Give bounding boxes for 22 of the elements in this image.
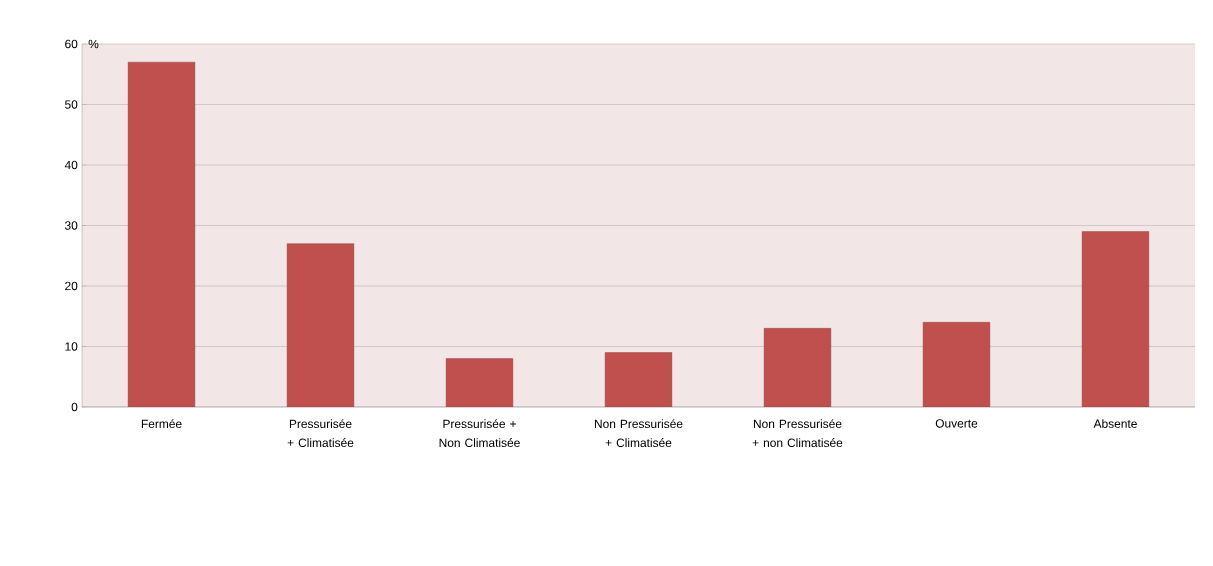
bar: [286, 243, 355, 407]
x-tick-label: Non Pressurisée + Climatisée: [594, 419, 683, 448]
x-tick-label: Absente: [1093, 419, 1137, 428]
y-tick-label: 30: [64, 221, 78, 230]
x-tick-label: Pressurisée + Non Climatisée: [439, 419, 520, 448]
y-tick-label: 60: [65, 39, 78, 49]
y-tick-label: 40: [64, 160, 78, 170]
x-tick-label: Pressurisée + Climatisée: [287, 419, 354, 448]
x-tick-label: Non Pressurisée + non Climatisée: [752, 419, 843, 448]
x-tick-label: Ouverte: [935, 419, 978, 428]
x-tick-label: Fermée: [141, 419, 182, 429]
bar: [922, 322, 991, 407]
y-tick-label: 20: [65, 281, 78, 291]
bar: [445, 358, 514, 407]
bar: [127, 61, 196, 407]
y-tick-label: 10: [65, 342, 78, 351]
y-axis-title: %: [88, 39, 99, 49]
bar: [604, 352, 673, 407]
y-tick-label: 50: [65, 100, 78, 109]
bar: [763, 328, 832, 407]
y-tick-label: 0: [71, 402, 78, 412]
bar: [1081, 231, 1150, 407]
